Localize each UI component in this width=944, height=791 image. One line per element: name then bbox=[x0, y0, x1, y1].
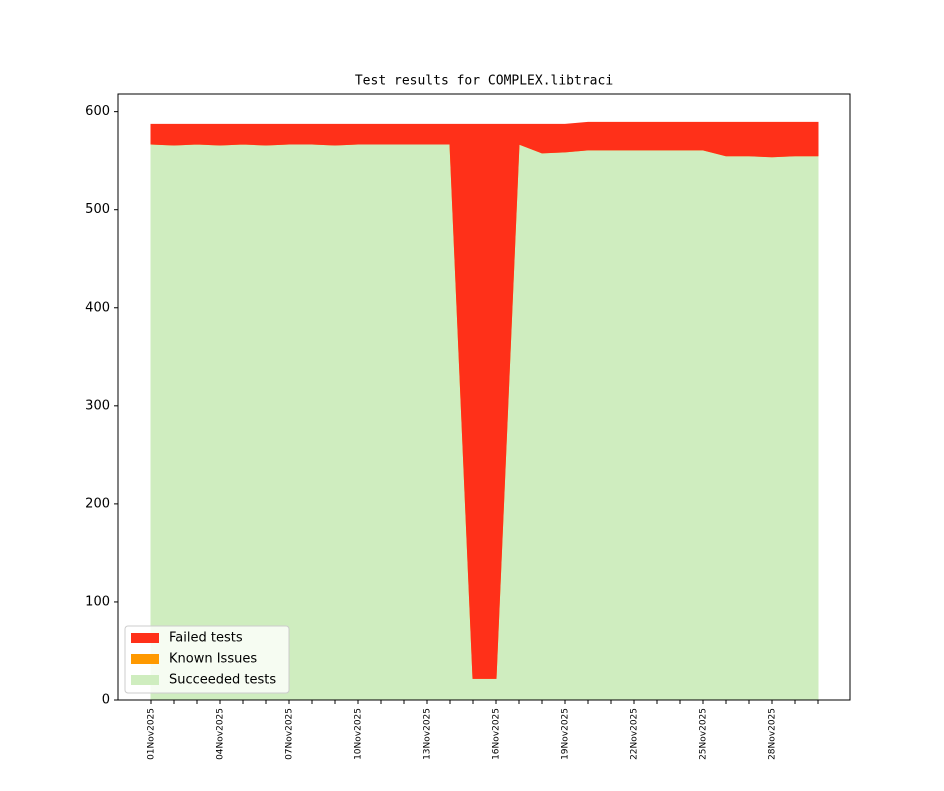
x-tick-label: 04Nov2025 bbox=[216, 708, 226, 760]
plot-frame bbox=[117, 93, 851, 701]
y-tick-label: 400 bbox=[85, 300, 110, 315]
y-tick-label: 600 bbox=[85, 104, 110, 119]
x-tick-label: 19Nov2025 bbox=[561, 708, 571, 760]
y-tick-label: 200 bbox=[85, 496, 110, 511]
legend-label: Succeeded tests bbox=[169, 673, 276, 688]
x-tick-label: 01Nov2025 bbox=[147, 708, 157, 760]
y-tick-label: 300 bbox=[85, 398, 110, 413]
x-tick-label: 07Nov2025 bbox=[285, 708, 295, 760]
legend-label: Known Issues bbox=[169, 652, 257, 667]
y-tick-label: 500 bbox=[85, 202, 110, 217]
x-tick-label: 13Nov2025 bbox=[423, 708, 433, 760]
legend-swatch bbox=[131, 633, 159, 643]
legend-box bbox=[124, 625, 290, 694]
x-tick-label: 25Nov2025 bbox=[699, 708, 709, 760]
y-tick-label: 0 bbox=[102, 693, 110, 708]
x-tick-label: 22Nov2025 bbox=[630, 708, 640, 760]
x-tick-label: 16Nov2025 bbox=[492, 708, 502, 760]
x-tick-label: 10Nov2025 bbox=[354, 708, 364, 760]
legend-label: Failed tests bbox=[169, 631, 243, 646]
area bbox=[150, 121, 819, 679]
legend: Failed tests Known Issues Succeeded tests bbox=[124, 625, 290, 694]
chart-title: Test results for COMPLEX.libtraci bbox=[355, 74, 613, 89]
x-tick-label: 28Nov2025 bbox=[768, 708, 778, 760]
y-tick-label: 100 bbox=[85, 594, 110, 609]
legend-swatch bbox=[131, 675, 159, 685]
legend-swatch bbox=[131, 654, 159, 664]
